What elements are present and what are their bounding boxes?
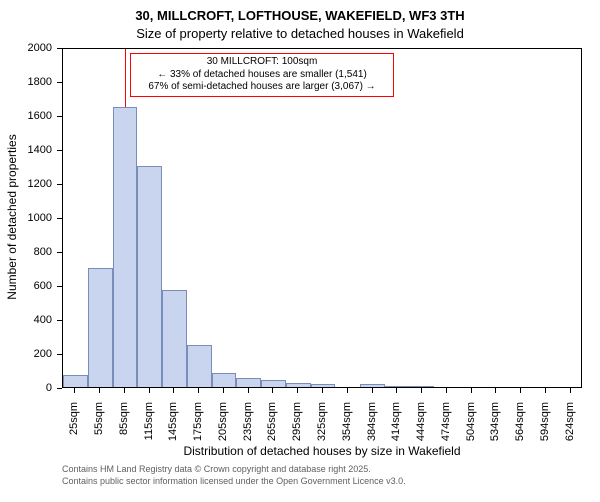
xtick-mark (124, 388, 125, 393)
xtick-label: 444sqm (415, 402, 427, 502)
xtick-mark (149, 388, 150, 393)
xtick-mark (248, 388, 249, 393)
histogram-bar (187, 345, 212, 388)
xtick-label: 205sqm (217, 402, 229, 502)
xtick-label: 594sqm (539, 402, 551, 502)
xtick-mark (272, 388, 273, 393)
histogram-bar (385, 386, 410, 387)
xtick-mark (446, 388, 447, 393)
ytick-label: 1400 (0, 144, 52, 156)
histogram-bar (137, 166, 162, 387)
ytick-mark (57, 252, 62, 253)
histogram-bar (311, 384, 336, 387)
xtick-label: 624sqm (564, 402, 576, 502)
xtick-label: 55sqm (93, 402, 105, 502)
ytick-mark (57, 286, 62, 287)
ytick-label: 400 (0, 314, 52, 326)
attribution: Contains HM Land Registry data © Crown c… (62, 464, 406, 487)
xtick-label: 325sqm (316, 402, 328, 502)
xtick-mark (347, 388, 348, 393)
ytick-mark (57, 82, 62, 83)
xtick-mark (520, 388, 521, 393)
xtick-label: 175sqm (192, 402, 204, 502)
xtick-label: 235sqm (242, 402, 254, 502)
histogram-bar (88, 268, 113, 387)
xtick-label: 564sqm (514, 402, 526, 502)
xtick-label: 85sqm (118, 402, 130, 502)
xtick-mark (545, 388, 546, 393)
xtick-mark (396, 388, 397, 393)
xtick-mark (471, 388, 472, 393)
ytick-label: 1600 (0, 110, 52, 122)
ytick-mark (57, 320, 62, 321)
ytick-label: 600 (0, 280, 52, 292)
xtick-mark (173, 388, 174, 393)
ytick-mark (57, 388, 62, 389)
ytick-label: 1200 (0, 178, 52, 190)
xtick-label: 115sqm (143, 402, 155, 502)
histogram-bar (286, 383, 311, 387)
histogram-bar (410, 386, 435, 387)
xtick-mark (74, 388, 75, 393)
xtick-mark (372, 388, 373, 393)
ytick-label: 800 (0, 246, 52, 258)
annotation-line2: ← 33% of detached houses are smaller (1,… (135, 69, 389, 82)
xtick-label: 295sqm (291, 402, 303, 502)
ytick-mark (57, 218, 62, 219)
annotation-line1: 30 MILLCROFT: 100sqm (135, 56, 389, 69)
annotation-box: 30 MILLCROFT: 100sqm ← 33% of detached h… (130, 53, 394, 97)
title-line2: Size of property relative to detached ho… (0, 26, 600, 41)
histogram-bar (162, 290, 187, 387)
xtick-label: 25sqm (68, 402, 80, 502)
ytick-label: 2000 (0, 42, 52, 54)
plot-area (62, 48, 582, 388)
annotation-line3: 67% of semi-detached houses are larger (… (135, 81, 389, 94)
attribution-line2: Contains public sector information licen… (62, 476, 406, 488)
ytick-label: 200 (0, 348, 52, 360)
xtick-label: 474sqm (440, 402, 452, 502)
title-line1: 30, MILLCROFT, LOFTHOUSE, WAKEFIELD, WF3… (0, 8, 600, 23)
xtick-mark (223, 388, 224, 393)
ytick-label: 1800 (0, 76, 52, 88)
xtick-mark (99, 388, 100, 393)
xtick-mark (322, 388, 323, 393)
ytick-mark (57, 116, 62, 117)
xtick-label: 354sqm (341, 402, 353, 502)
histogram-bar (63, 375, 88, 387)
xtick-label: 504sqm (465, 402, 477, 502)
xtick-label: 265sqm (266, 402, 278, 502)
histogram-bar (261, 380, 286, 387)
ytick-mark (57, 48, 62, 49)
xtick-label: 384sqm (366, 402, 378, 502)
ytick-mark (57, 184, 62, 185)
histogram-bar (360, 384, 385, 387)
ytick-mark (57, 354, 62, 355)
xtick-mark (421, 388, 422, 393)
xtick-mark (495, 388, 496, 393)
histogram-bar (113, 107, 138, 388)
chart-container: 30, MILLCROFT, LOFTHOUSE, WAKEFIELD, WF3… (0, 0, 600, 500)
ytick-label: 0 (0, 382, 52, 394)
ytick-mark (57, 150, 62, 151)
xtick-mark (570, 388, 571, 393)
attribution-line1: Contains HM Land Registry data © Crown c… (62, 464, 406, 476)
histogram-bar (212, 373, 237, 387)
xtick-mark (297, 388, 298, 393)
ytick-label: 1000 (0, 212, 52, 224)
xtick-label: 145sqm (167, 402, 179, 502)
xtick-mark (198, 388, 199, 393)
xtick-label: 414sqm (390, 402, 402, 502)
xtick-label: 534sqm (489, 402, 501, 502)
histogram-bar (236, 378, 261, 387)
